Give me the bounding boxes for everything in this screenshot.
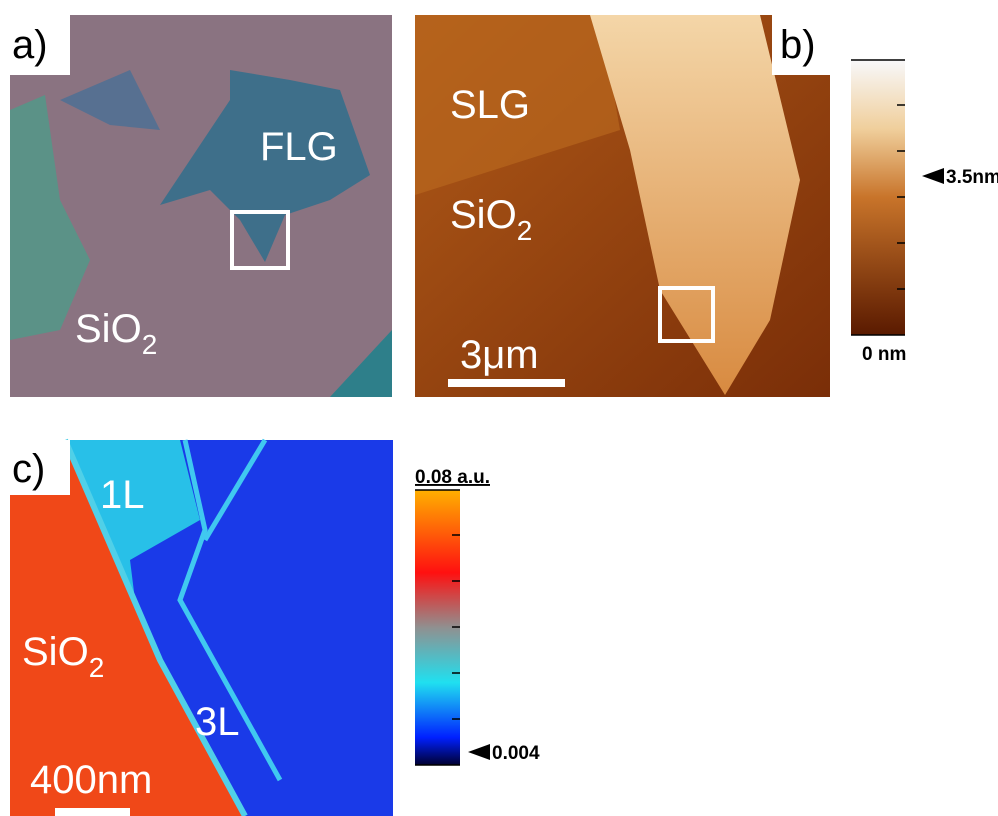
colorbar-bottom: 0 nm [862,344,906,365]
colorbar-marker: 3.5nm [946,167,998,188]
scale-bar [55,808,130,816]
panel-label: a) [12,23,48,67]
colorbar-top: 0.08 a.u. [415,467,490,488]
scale-label: 3μm [460,333,539,377]
annotation: SLG [450,83,530,127]
panel-c: c) 1L 3L SiO2 400nm 0.08 a.u. 0.004 [10,440,540,816]
colorbar-marker: 0.004 [492,743,540,764]
annotation: FLG [260,125,338,169]
scale-label: 400nm [30,758,152,802]
panel-label: b) [780,23,816,67]
marker-arrow [468,744,490,760]
scale-bar [448,379,565,387]
panel-label: c) [12,447,45,491]
marker-arrow [922,168,944,184]
panel-a: a) FLG SiO2 [10,15,392,397]
annotation: 1L [100,473,145,517]
panel-b: b) SLG SiO2 3μm 3.5nm 0 nm [415,15,998,397]
annotation: 3L [195,700,240,744]
figure: a) FLG SiO2 b) SLG SiO2 3μm 3.5nm 0 nm [0,0,998,816]
colorbar [851,60,905,335]
